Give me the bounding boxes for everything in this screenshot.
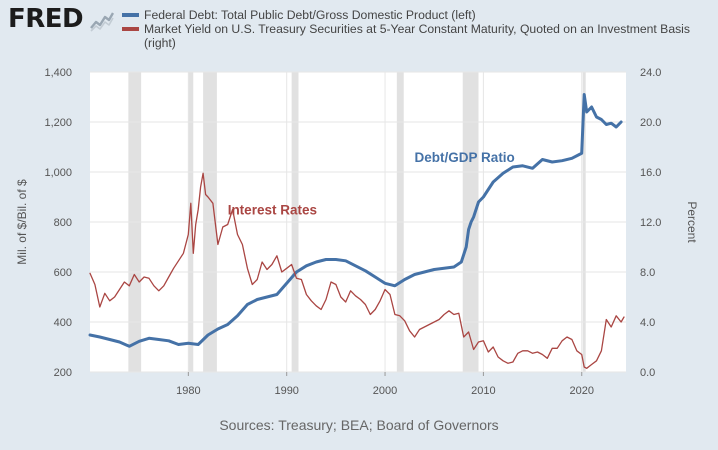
legend-swatch-debt [122, 13, 139, 17]
y-tick-label-left: 1,400 [44, 67, 72, 79]
y-tick-label-left: 600 [54, 267, 72, 279]
series-line-yield [89, 172, 625, 369]
y-tick-label-right: 24.0 [640, 67, 661, 79]
y-tick-label-right: 20.0 [640, 117, 661, 129]
y-tick-label-right: 16.0 [640, 167, 661, 179]
series-line-debt [88, 93, 623, 348]
legend-label-yield: Market Yield on U.S. Treasury Securities… [144, 22, 690, 50]
x-tick-label: 1980 [176, 385, 200, 397]
y-tick-label-left: 200 [54, 367, 72, 379]
x-tick-label: 2000 [373, 385, 397, 397]
series-annotation: Interest Rates [228, 203, 317, 218]
y-tick-label-left: 800 [54, 217, 72, 229]
y-tick-label-right: 4.0 [640, 317, 655, 329]
y-tick-label-right: 8.0 [640, 267, 655, 279]
legend-label-debt: Federal Debt: Total Public Debt/Gross Do… [144, 8, 476, 22]
legend-item-debt[interactable]: Federal Debt: Total Public Debt/Gross Do… [122, 8, 712, 22]
chart-header: FRED Federal Debt: Total Public Debt/Gro… [0, 0, 718, 66]
fred-logo[interactable]: FRED [8, 4, 84, 34]
legend-item-yield[interactable]: Market Yield on U.S. Treasury Securities… [122, 22, 712, 50]
x-tick-label: 2020 [570, 385, 594, 397]
line-chart-icon [90, 8, 114, 32]
x-tick-label: 1990 [274, 385, 298, 397]
y-axis-title-left: Mil. of $/Bil. of $ [15, 179, 29, 265]
y-tick-label-left: 1,000 [44, 167, 72, 179]
legend-swatch-yield [122, 27, 139, 31]
legend: Federal Debt: Total Public Debt/Gross Do… [122, 8, 712, 50]
x-tick-label: 2010 [471, 385, 495, 397]
y-tick-label-left: 400 [54, 317, 72, 329]
y-axis-title-right: Percent [685, 201, 699, 243]
y-tick-label-right: 0.0 [640, 367, 655, 379]
y-tick-label-left: 1,200 [44, 117, 72, 129]
series-annotation: Debt/GDP Ratio [415, 150, 515, 165]
source-note: Sources: Treasury; BEA; Board of Governo… [219, 417, 499, 433]
y-tick-label-right: 12.0 [640, 217, 661, 229]
